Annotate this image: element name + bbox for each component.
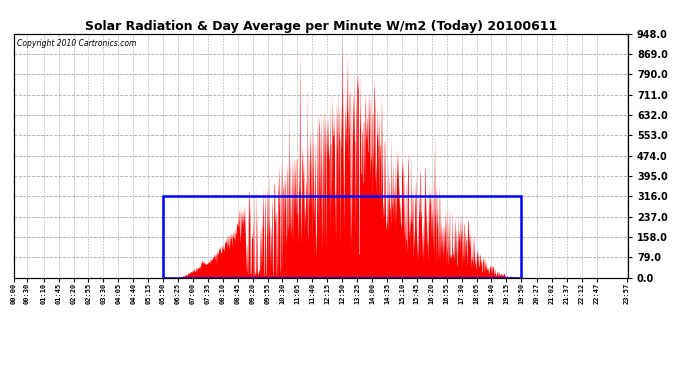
- Text: Copyright 2010 Cartronics.com: Copyright 2010 Cartronics.com: [17, 39, 136, 48]
- Bar: [163, 196, 521, 278]
- Title: Solar Radiation & Day Average per Minute W/m2 (Today) 20100611: Solar Radiation & Day Average per Minute…: [85, 20, 557, 33]
